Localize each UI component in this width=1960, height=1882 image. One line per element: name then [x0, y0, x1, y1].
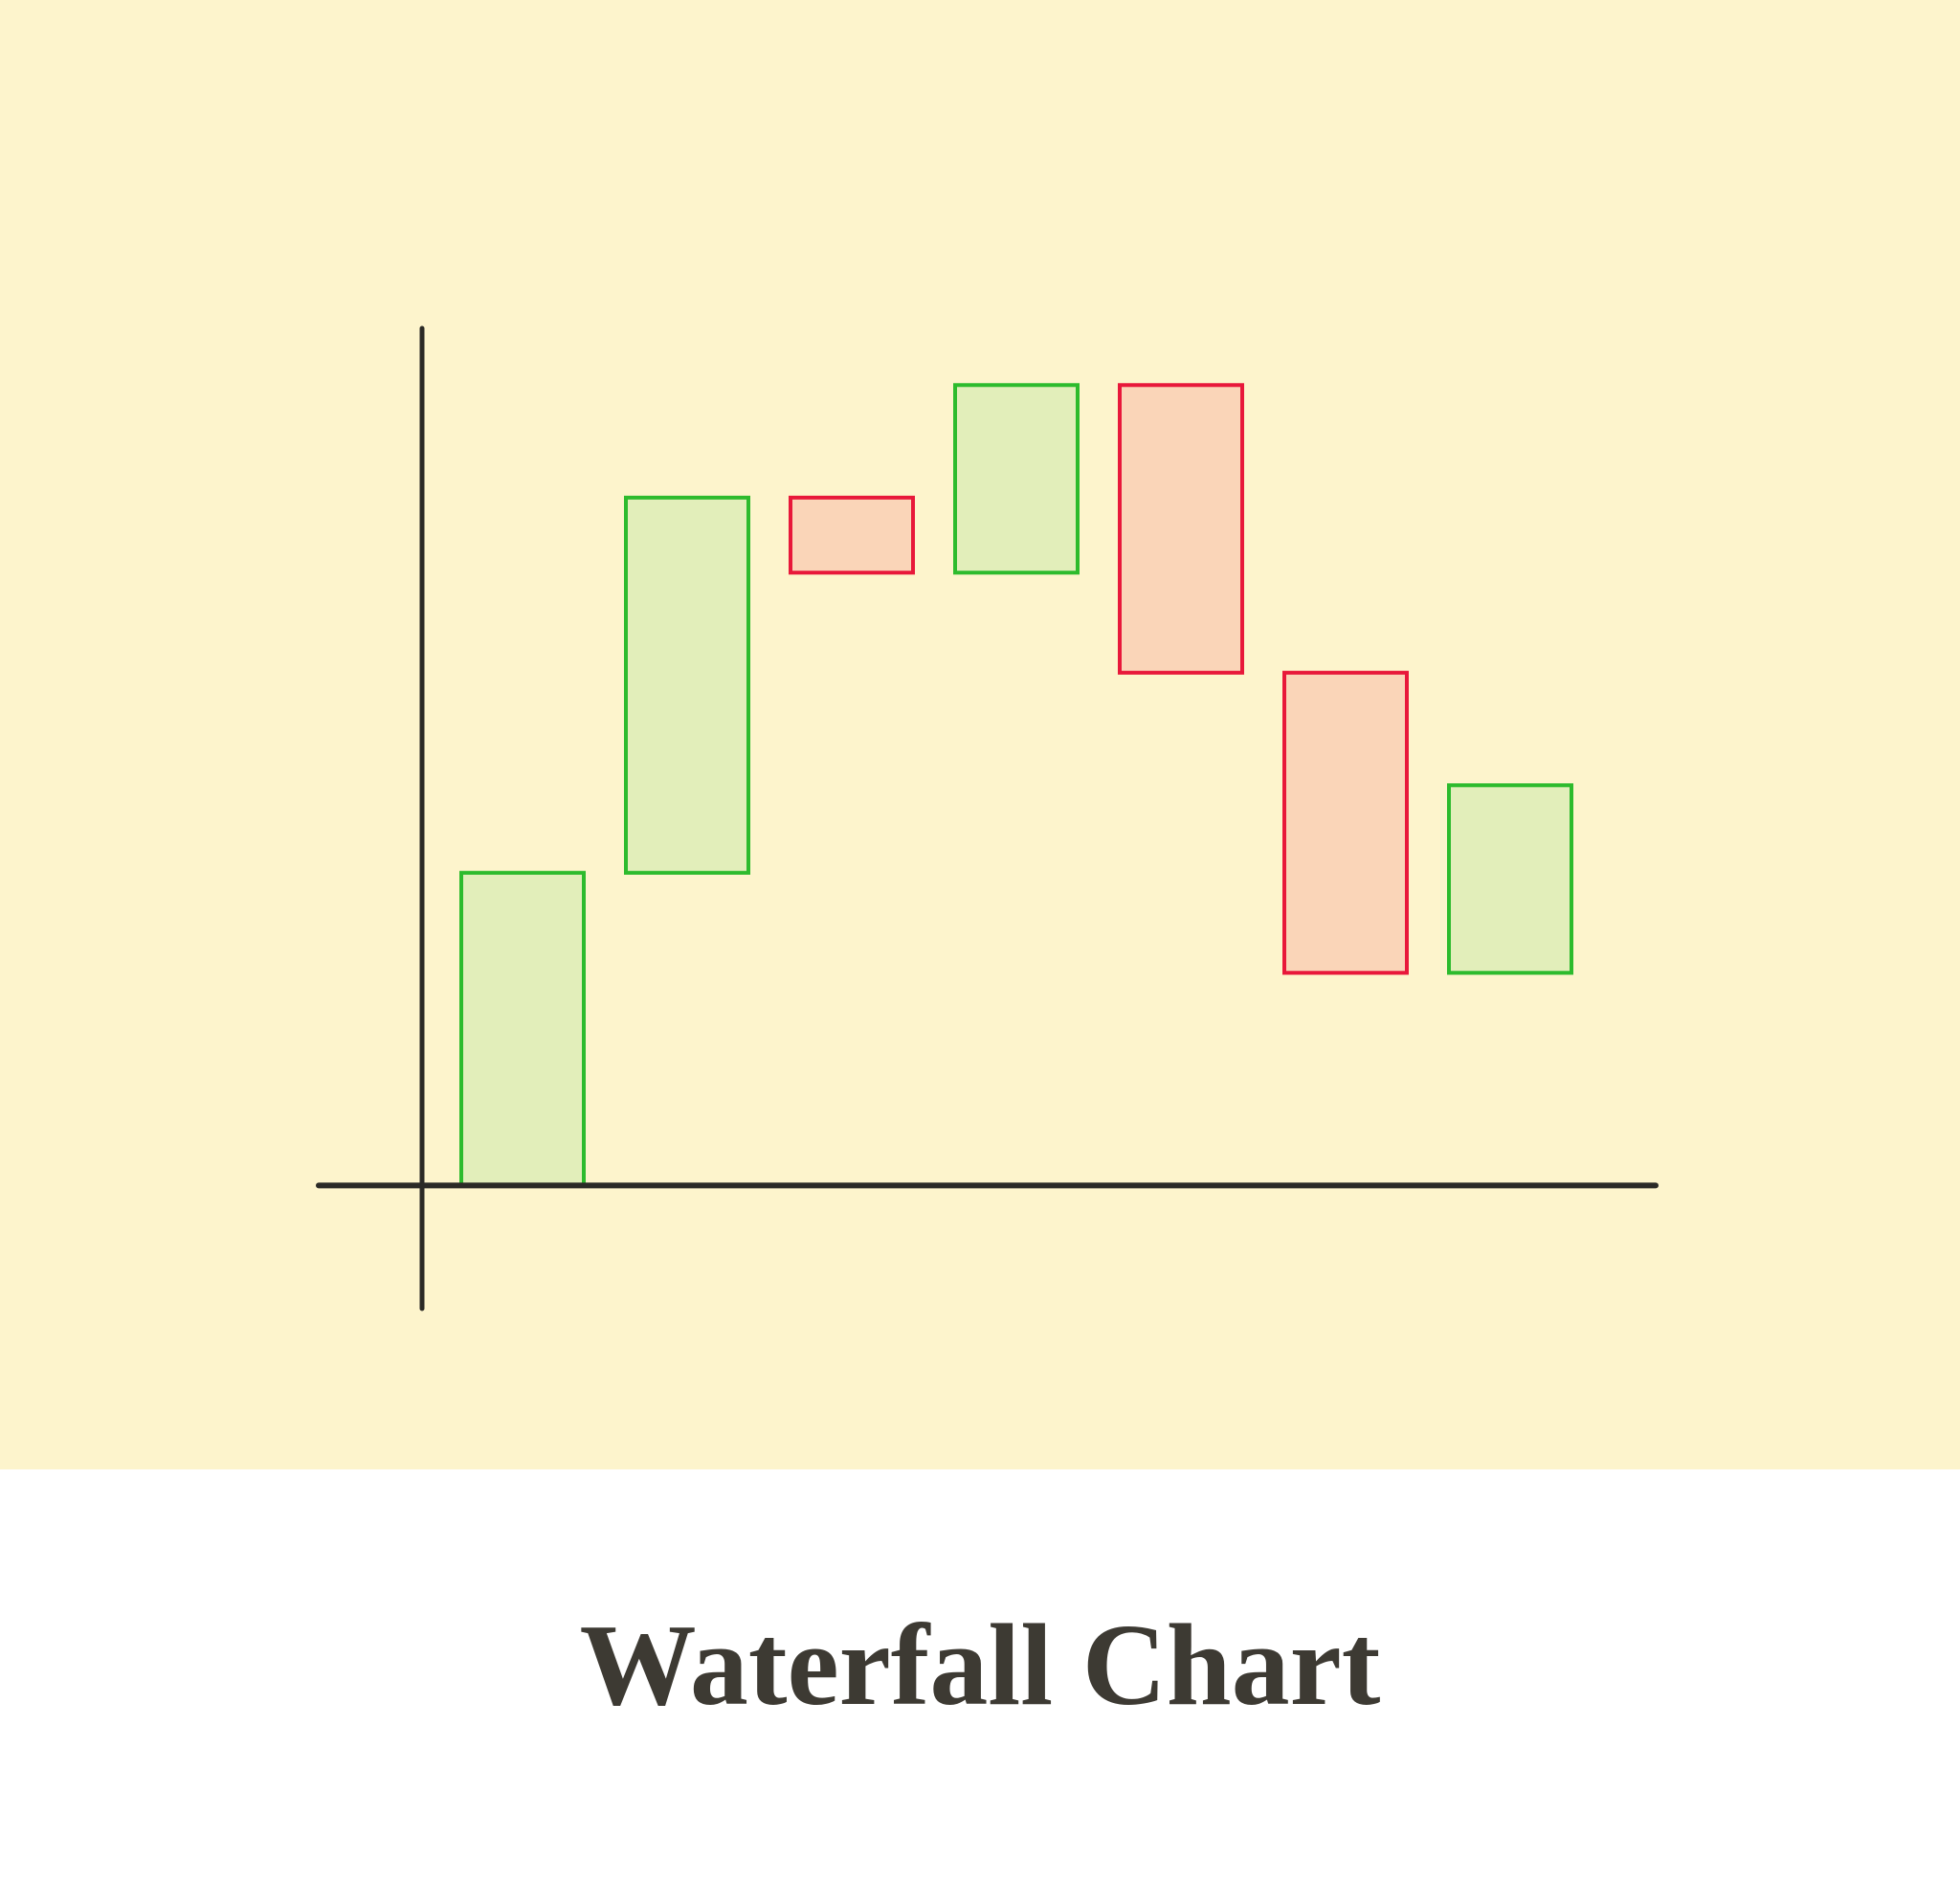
- bar: [1282, 670, 1409, 975]
- chart-title: Waterfall Chart: [580, 1601, 1381, 1730]
- bar: [1118, 383, 1244, 675]
- bar: [1447, 783, 1573, 975]
- chart-background: [0, 0, 1960, 1469]
- bar: [624, 495, 750, 875]
- bar: [459, 870, 586, 1188]
- bar: [953, 383, 1080, 575]
- bar: [789, 495, 915, 575]
